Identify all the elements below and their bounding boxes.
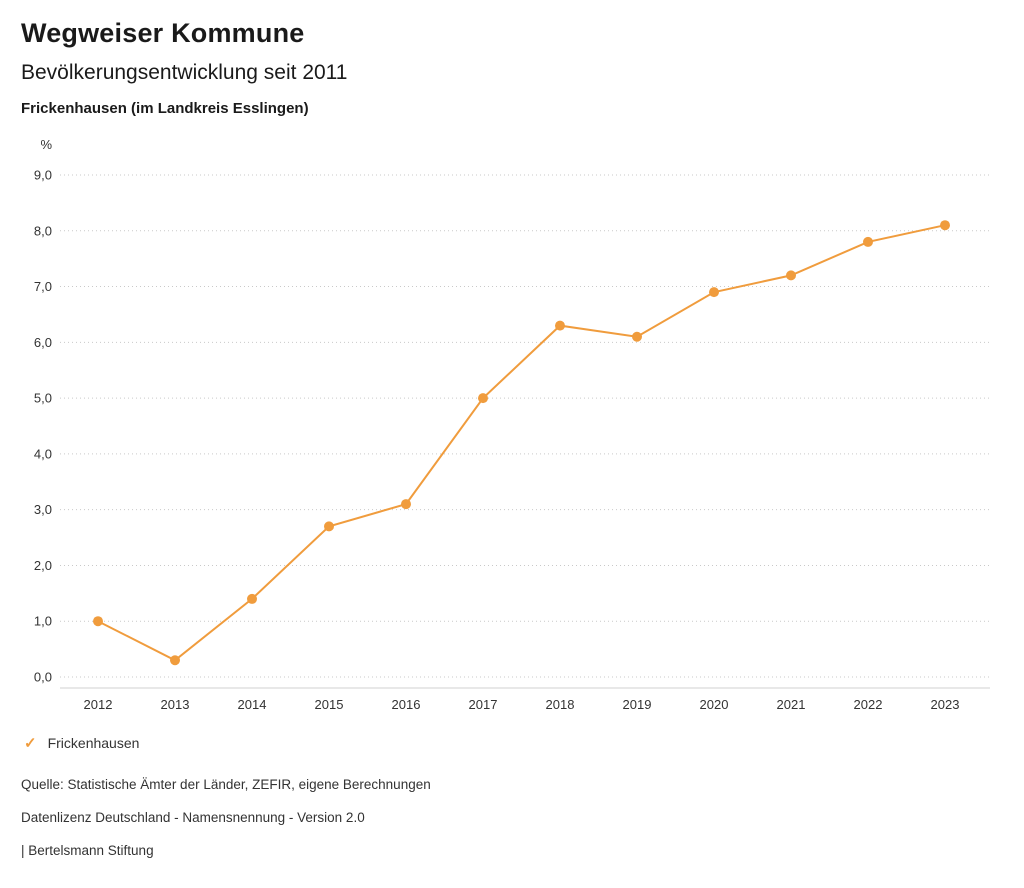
data-point-2014[interactable] (247, 593, 257, 604)
x-tick-label: 2016 (392, 697, 421, 712)
data-point-2019[interactable] (632, 331, 642, 342)
source-text: Quelle: Statistische Ämter der Länder, Z… (21, 777, 431, 792)
y-tick-label: 2,0 (34, 558, 52, 573)
attribution-text: | Bertelsmann Stiftung (21, 843, 154, 858)
data-point-2021[interactable] (786, 270, 796, 281)
y-axis-unit-label: % (40, 137, 52, 152)
legend-label: Frickenhausen (47, 735, 140, 751)
data-point-2020[interactable] (709, 287, 719, 298)
y-tick-label: 9,0 (34, 168, 52, 183)
chart-title: Bevölkerungsentwicklung seit 2011 (21, 61, 348, 84)
x-tick-label: 2015 (315, 697, 344, 712)
data-point-2022[interactable] (863, 236, 873, 247)
page-title: Wegweiser Kommune (21, 18, 305, 48)
series-line-frickenhausen (97, 224, 946, 662)
population-line-chart: % 0,0 1,0 2,0 3,0 4,0 5,0 6,0 7,0 8,0 9,0 2012 2013 2… (34, 137, 990, 712)
y-tick-label: 5,0 (34, 391, 52, 406)
data-point-2013[interactable] (170, 655, 180, 666)
x-tick-label: 2023 (931, 697, 960, 712)
x-tick-label: 2013 (161, 697, 190, 712)
y-tick-label: 4,0 (34, 446, 52, 461)
x-tick-label: 2022 (854, 697, 883, 712)
legend-item-frickenhausen[interactable]: ✓ Frickenhausen (24, 735, 139, 751)
data-point-2015[interactable] (324, 521, 334, 532)
y-tick-label: 8,0 (34, 223, 52, 238)
x-tick-label: 2019 (623, 697, 652, 712)
data-point-2023[interactable] (940, 220, 950, 231)
x-tick-label: 2017 (469, 697, 498, 712)
footer: Quelle: Statistische Ämter der Länder, Z… (21, 777, 1024, 858)
data-point-2016[interactable] (401, 499, 411, 510)
x-tick-label: 2021 (777, 697, 806, 712)
y-tick-label: 7,0 (34, 279, 52, 294)
data-point-2012[interactable] (93, 616, 103, 627)
x-tick-label: 2020 (700, 697, 729, 712)
x-tick-label: 2014 (238, 697, 267, 712)
data-point-2018[interactable] (555, 320, 565, 331)
x-tick-label: 2018 (546, 697, 575, 712)
legend-check-icon: ✓ (24, 734, 37, 752)
y-tick-label: 0,0 (34, 670, 52, 685)
license-text: Datenlizenz Deutschland - Namensnennung … (21, 810, 365, 825)
data-point-2017[interactable] (478, 393, 488, 404)
x-tick-label: 2012 (84, 697, 113, 712)
y-tick-label: 3,0 (34, 502, 52, 517)
y-tick-label: 6,0 (34, 335, 52, 350)
y-tick-label: 1,0 (34, 614, 52, 629)
region-subtitle: Frickenhausen (im Landkreis Esslingen) (21, 100, 309, 117)
